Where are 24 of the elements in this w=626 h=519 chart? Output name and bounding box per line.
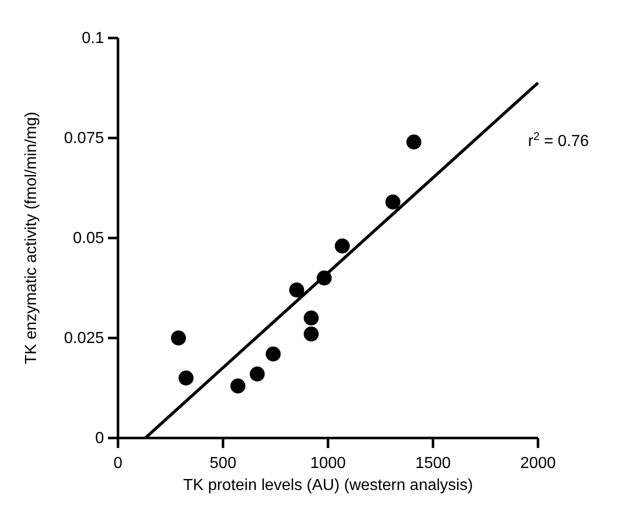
point xyxy=(289,282,304,298)
point xyxy=(230,378,246,394)
annotation: r$^{2}$ = 0.76 xyxy=(528,131,590,150)
point xyxy=(385,194,400,210)
point xyxy=(304,326,319,342)
point xyxy=(334,238,350,254)
point xyxy=(170,330,186,346)
point xyxy=(304,310,319,326)
y-tick-label: 0.025 xyxy=(64,330,104,347)
point xyxy=(266,346,281,362)
point xyxy=(178,370,194,386)
y-tick-label: 0.05 xyxy=(72,230,104,247)
y-axis-title: TK enzymatic activity (fmol/min/mg) xyxy=(23,112,40,364)
x-axis-title: TK protein levels (AU) (western analysis) xyxy=(183,477,473,494)
x-tick-label: 1500 xyxy=(415,455,451,472)
point xyxy=(250,366,265,382)
y-tick-label: 0.075 xyxy=(64,130,104,147)
x-tick-label: 0 xyxy=(114,455,123,472)
x-tick-label: 2000 xyxy=(520,455,556,472)
point xyxy=(406,134,422,150)
y-tick-label: 0 xyxy=(95,430,104,447)
y-tick-label: 0.1 xyxy=(82,30,104,47)
x-tick-label: 500 xyxy=(210,455,236,472)
x-tick-label: 1000 xyxy=(310,455,346,472)
